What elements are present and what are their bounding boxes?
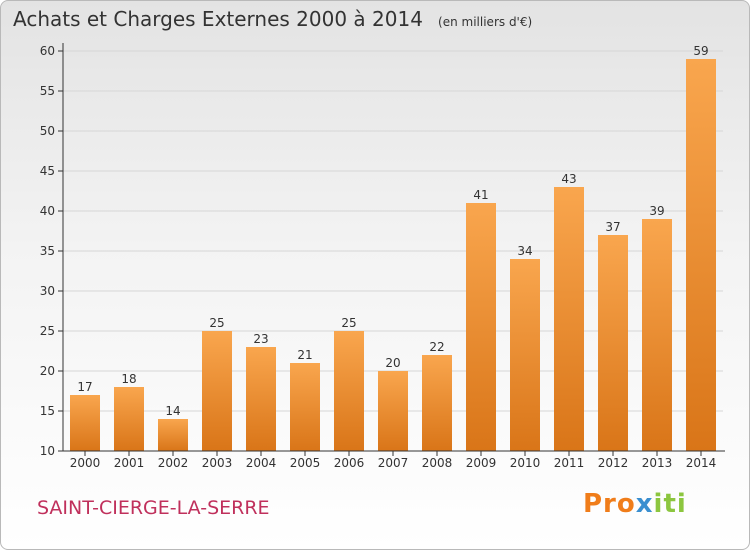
x-tick-label: 2006 (334, 456, 365, 470)
x-tick-label: 2002 (158, 456, 189, 470)
data-label: 25 (209, 316, 224, 330)
bars: 17 18 14 25 23 21 25 20 22 41 34 43 37 39 59 (70, 44, 716, 451)
x-tick-label: 2014 (686, 456, 717, 470)
bar (554, 187, 584, 451)
x-tick-label: 2009 (466, 456, 497, 470)
x-tick-label: 2008 (422, 456, 453, 470)
bar (466, 203, 496, 451)
x-tick-label: 2010 (510, 456, 541, 470)
proxiti-logo: Proxiti (583, 489, 687, 519)
data-label: 23 (253, 332, 268, 346)
bar (422, 355, 452, 451)
bar (290, 363, 320, 451)
chart-title-block: Achats et Charges Externes 2000 à 2014 (… (13, 7, 532, 31)
y-tick-label: 55 (40, 84, 55, 98)
bar (642, 219, 672, 451)
data-label: 18 (121, 372, 136, 386)
data-label: 25 (341, 316, 356, 330)
bar (114, 387, 144, 451)
data-label: 21 (297, 348, 312, 362)
x-tick-label: 2007 (378, 456, 409, 470)
y-tick-label: 60 (40, 44, 55, 58)
commune-name: SAINT-CIERGE-LA-SERRE (37, 497, 270, 519)
x-tick-label: 2003 (202, 456, 233, 470)
axes: 10 15 20 25 30 35 40 45 50 55 60 2000 2001 2002 2003 20… (40, 43, 725, 470)
bar (686, 59, 716, 451)
bar (158, 419, 188, 451)
chart-subtitle: (en milliers d'€) (438, 15, 533, 29)
bar (378, 371, 408, 451)
x-tick-label: 2013 (642, 456, 673, 470)
y-tick-label: 40 (40, 204, 55, 218)
y-tick-label: 10 (40, 444, 55, 458)
y-tick-label: 50 (40, 124, 55, 138)
y-tick-label: 35 (40, 244, 55, 258)
data-label: 22 (429, 340, 444, 354)
x-tick-label: 2005 (290, 456, 321, 470)
data-label: 17 (77, 380, 92, 394)
data-label: 14 (165, 404, 180, 418)
y-tick-label: 20 (40, 364, 55, 378)
y-tick-label: 45 (40, 164, 55, 178)
bar (70, 395, 100, 451)
bar (510, 259, 540, 451)
x-tick-label: 2004 (246, 456, 277, 470)
data-label: 43 (561, 172, 576, 186)
y-tick-label: 15 (40, 404, 55, 418)
data-label: 37 (605, 220, 620, 234)
chart-title: Achats et Charges Externes 2000 à 2014 (13, 7, 423, 31)
bar-chart: 17 18 14 25 23 21 25 20 22 41 34 43 37 39 59 10 15 20 25 3… (40, 43, 725, 470)
data-label: 59 (693, 44, 708, 58)
x-tick-label: 2000 (70, 456, 101, 470)
x-tick-label: 2001 (114, 456, 145, 470)
x-tick-label: 2012 (598, 456, 629, 470)
data-label: 41 (473, 188, 488, 202)
y-tick-label: 30 (40, 284, 55, 298)
y-tick-label: 25 (40, 324, 55, 338)
bar (202, 331, 232, 451)
bar (246, 347, 276, 451)
x-tick-label: 2011 (554, 456, 585, 470)
data-label: 34 (517, 244, 532, 258)
bar (598, 235, 628, 451)
data-label: 39 (649, 204, 664, 218)
data-label: 20 (385, 356, 400, 370)
bar (334, 331, 364, 451)
